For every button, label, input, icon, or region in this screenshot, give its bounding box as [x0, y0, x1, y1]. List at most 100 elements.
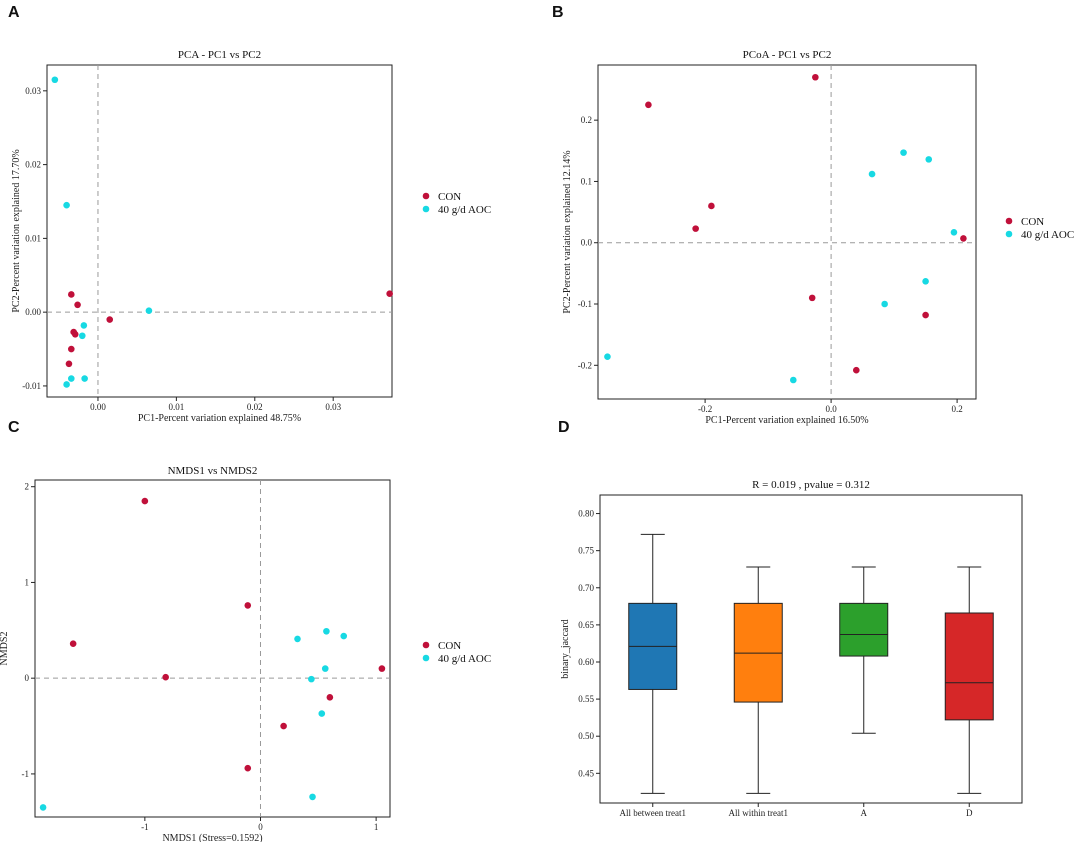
- plot-frame-a: [46, 64, 393, 398]
- chart-title-d: R = 0.019 , pvalue = 0.312: [752, 479, 870, 491]
- legend-label-con-c: CON: [438, 640, 461, 652]
- point-aoc-a: [63, 381, 70, 388]
- point-aoc-a: [78, 332, 86, 340]
- y-tick-label-c: 2: [25, 482, 30, 492]
- y-tick-label-c: 0: [25, 673, 30, 683]
- legend-marker-aoc-c: [422, 654, 430, 662]
- y-tick-label-c: 1: [25, 577, 30, 587]
- panel-label-a: A: [8, 4, 20, 21]
- y-axis-label-c: NMDS2: [0, 632, 10, 666]
- legend-label-con-b: CON: [1021, 216, 1044, 228]
- point-con-c: [162, 673, 169, 681]
- y-tick-label-b: 0.1: [581, 176, 592, 186]
- point-con-c: [69, 640, 77, 648]
- x-tick-label-c: 1: [374, 822, 379, 832]
- point-aoc-a: [80, 322, 88, 329]
- y-tick-label-d: 0.70: [578, 583, 594, 593]
- legend-label-aoc-a: 40 g/d AOC: [438, 204, 491, 216]
- x-tick-label-c: -1: [141, 822, 149, 832]
- point-con-b: [812, 73, 819, 81]
- y-axis-label-a: PC2-Percent variation explained 17.70%: [11, 149, 22, 312]
- y-tick-label-b: -0.2: [578, 360, 592, 370]
- plot-frame-b: [597, 64, 977, 400]
- x-axis-label-c: NMDS1 (Stress=0.1592): [162, 833, 262, 842]
- y-tick-label-d: 0.55: [578, 694, 594, 704]
- point-aoc-b: [604, 353, 611, 361]
- x-tick-label-a: 0.03: [325, 402, 341, 412]
- point-aoc-a: [81, 375, 88, 382]
- chart-title-a: PCA - PC1 vs PC2: [178, 49, 261, 61]
- legend-label-aoc-b: 40 g/d AOC: [1021, 229, 1074, 241]
- point-aoc-b: [950, 229, 958, 236]
- point-con-c: [280, 722, 287, 730]
- point-con-a: [74, 301, 81, 309]
- point-aoc-a: [145, 307, 153, 314]
- point-con-b: [922, 311, 929, 319]
- point-con-c: [378, 665, 386, 672]
- y-tick-label-a: 0.03: [25, 86, 41, 96]
- legend-marker-con-a: [422, 192, 430, 200]
- point-aoc-c: [318, 710, 326, 717]
- x-tick-label-d: D: [966, 808, 973, 818]
- x-tick-label-b: -0.2: [698, 404, 712, 414]
- point-aoc-b: [881, 300, 888, 308]
- point-con-c: [244, 602, 252, 609]
- point-aoc-c: [323, 627, 330, 635]
- point-aoc-c: [309, 793, 316, 801]
- point-aoc-c: [308, 675, 315, 683]
- y-axis-label-b: PC2-Percent variation explained 12.14%: [562, 150, 573, 313]
- point-aoc-a: [63, 201, 70, 209]
- y-tick-label-a: 0.01: [25, 233, 41, 243]
- y-tick-label-d: 0.45: [578, 768, 594, 778]
- legend-label-con-a: CON: [438, 191, 461, 203]
- point-aoc-b: [925, 156, 933, 163]
- point-con-b: [808, 294, 816, 302]
- plot-frame-d: [599, 494, 1023, 804]
- y-tick-label-d: 0.65: [578, 620, 594, 630]
- y-tick-label-a: 0.00: [25, 307, 41, 317]
- y-tick-label-b: -0.1: [578, 299, 592, 309]
- point-con-a: [65, 360, 73, 368]
- point-con-a: [71, 330, 79, 338]
- chart-title-b: PCoA - PC1 vs PC2: [743, 49, 832, 61]
- box-d: [944, 612, 994, 721]
- point-aoc-b: [900, 149, 907, 156]
- point-con-b: [692, 225, 699, 232]
- point-aoc-b: [868, 170, 876, 178]
- y-tick-label-d: 0.50: [578, 731, 594, 741]
- y-tick-label-d: 0.80: [578, 509, 594, 519]
- point-aoc-a: [68, 375, 75, 382]
- x-tick-label-a: 0.02: [247, 402, 263, 412]
- x-tick-label-b: 0.0: [825, 404, 837, 414]
- point-con-c: [141, 497, 149, 505]
- x-tick-label-all-within-treat1: All within treat1: [729, 808, 789, 818]
- point-con-b: [645, 101, 652, 109]
- point-con-c: [244, 764, 252, 772]
- x-tick-label-a: A: [861, 808, 868, 818]
- y-tick-label-d: 0.75: [578, 546, 594, 556]
- point-aoc-a: [51, 76, 59, 84]
- chart-title-c: NMDS1 vs NMDS2: [168, 465, 258, 477]
- point-aoc-c: [340, 632, 348, 640]
- legend-marker-aoc-b: [1005, 230, 1013, 238]
- plot-frame-c: [34, 479, 391, 818]
- x-tick-label-all-between-treat1: All between treat1: [620, 808, 686, 818]
- point-aoc-c: [294, 635, 301, 643]
- point-con-c: [326, 694, 334, 701]
- point-aoc-c: [39, 804, 47, 811]
- point-con-b: [708, 202, 715, 210]
- point-con-a: [386, 290, 393, 298]
- x-tick-label-b: 0.2: [951, 404, 962, 414]
- x-tick-label-c: 0: [258, 822, 263, 832]
- panel-label-c: C: [8, 419, 20, 436]
- point-con-a: [68, 345, 75, 353]
- x-tick-label-a: 0.01: [169, 402, 185, 412]
- y-tick-label-c: -1: [22, 769, 30, 779]
- y-tick-label-a: 0.02: [25, 160, 41, 170]
- point-con-b: [960, 235, 967, 242]
- y-tick-label-b: 0.2: [581, 115, 592, 125]
- legend-marker-con-b: [1005, 217, 1013, 225]
- point-con-a: [106, 316, 114, 323]
- legend-label-aoc-c: 40 g/d AOC: [438, 653, 491, 665]
- y-tick-label-d: 0.60: [578, 657, 594, 667]
